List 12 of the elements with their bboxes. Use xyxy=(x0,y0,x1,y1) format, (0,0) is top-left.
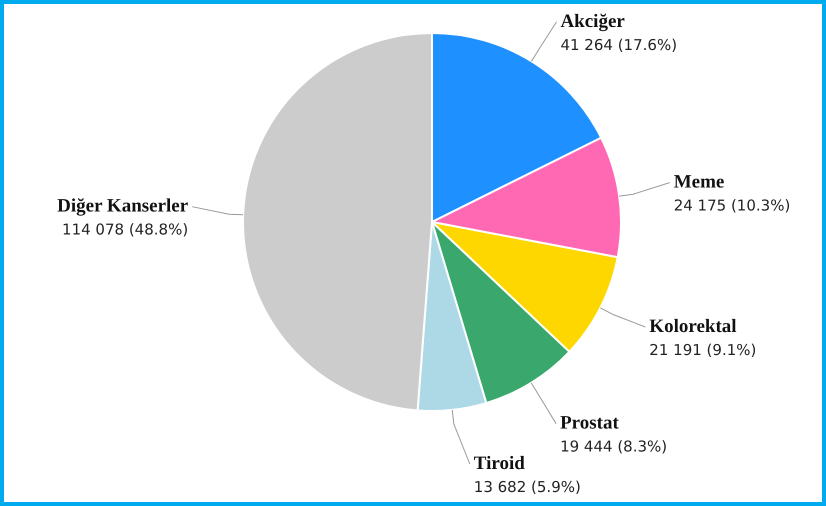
data-label: 114 078 (48.8%) xyxy=(62,220,188,239)
slice-label: Tiroid xyxy=(474,452,526,474)
slice-label: Akciğer xyxy=(560,10,626,32)
data-label: 21 191 (9.1%) xyxy=(649,340,756,359)
data-label: 19 444 (8.3%) xyxy=(560,438,668,456)
slice-label: Diğer Kanserler xyxy=(57,196,189,217)
slice-label: Meme xyxy=(674,172,724,193)
data-label: 13 682 (5.9%) xyxy=(474,478,581,496)
data-label: 24 175 (10.3%) xyxy=(674,196,790,215)
slice-label: Kolorektal xyxy=(649,316,737,337)
data-label: 41 264 (17.6%) xyxy=(560,36,678,54)
slice-label: Prostat xyxy=(560,412,620,434)
